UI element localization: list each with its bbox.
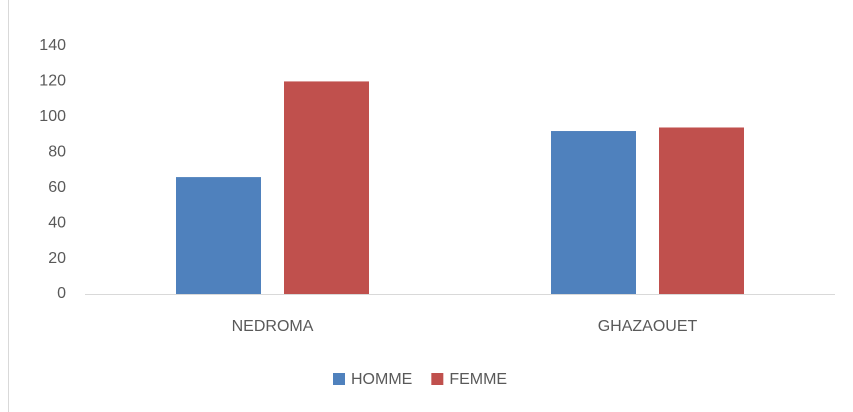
y-tick-label: 140 <box>39 37 66 54</box>
y-tick-label: 0 <box>57 285 66 302</box>
x-tick-label: NEDROMA <box>232 318 314 335</box>
y-tick-label: 100 <box>39 108 66 125</box>
legend-label: HOMME <box>351 371 412 388</box>
bar <box>176 177 261 294</box>
y-tick-label: 80 <box>48 144 66 161</box>
legend-label: FEMME <box>449 371 507 388</box>
bar <box>551 131 636 294</box>
x-tick-label: GHAZAOUET <box>598 318 698 335</box>
y-tick-label: 60 <box>48 179 66 196</box>
y-tick-label: 120 <box>39 73 66 90</box>
y-tick-label: 40 <box>48 214 66 231</box>
y-tick-label: 20 <box>48 250 66 267</box>
legend-swatch <box>431 373 444 385</box>
legend-swatch <box>333 373 345 385</box>
bar <box>284 81 369 294</box>
bar <box>659 127 744 294</box>
